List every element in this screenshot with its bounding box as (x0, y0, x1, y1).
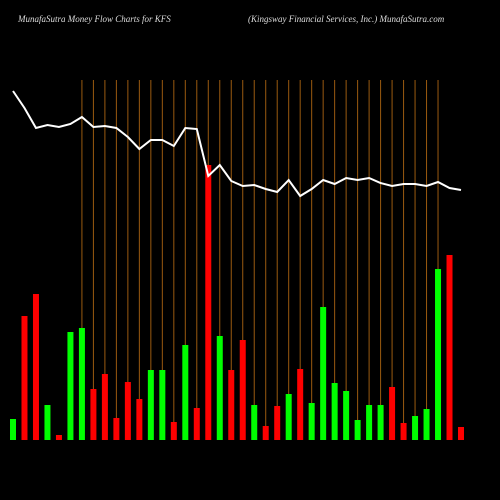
bar (343, 391, 350, 440)
flow-line (12, 90, 462, 198)
bar (285, 394, 292, 440)
bar (113, 418, 120, 440)
bar (147, 370, 154, 440)
bar (458, 427, 464, 440)
bar (205, 165, 212, 440)
bar (262, 426, 269, 440)
bar (446, 255, 453, 440)
bar (389, 387, 396, 440)
bar (170, 422, 177, 440)
bar (377, 405, 384, 440)
bar (124, 382, 131, 440)
bar (32, 294, 39, 440)
bar (251, 405, 258, 440)
bar (10, 419, 16, 440)
chart-title: MunafaSutra Money Flow Charts for KFS (17, 14, 171, 24)
bar (44, 405, 51, 440)
bar (216, 336, 223, 440)
bar (239, 340, 246, 440)
bar (193, 408, 200, 440)
bar (78, 328, 85, 440)
bar (400, 423, 407, 440)
bar (55, 435, 62, 440)
bar (101, 374, 108, 440)
bar (297, 369, 304, 440)
bar (159, 370, 166, 440)
bar (308, 403, 315, 440)
bar (90, 389, 97, 440)
bar (182, 345, 189, 440)
bar (67, 332, 74, 440)
bar (331, 383, 338, 440)
bar (21, 316, 28, 440)
bar (320, 307, 327, 440)
bar (412, 416, 419, 440)
bar (136, 399, 143, 440)
bar (366, 405, 373, 440)
chart-subtitle: (Kingsway Financial Services, Inc.) Muna… (248, 14, 445, 24)
bar (435, 269, 442, 440)
bar (274, 406, 281, 440)
bar (423, 409, 430, 440)
bar (228, 370, 235, 440)
bar (354, 420, 361, 440)
